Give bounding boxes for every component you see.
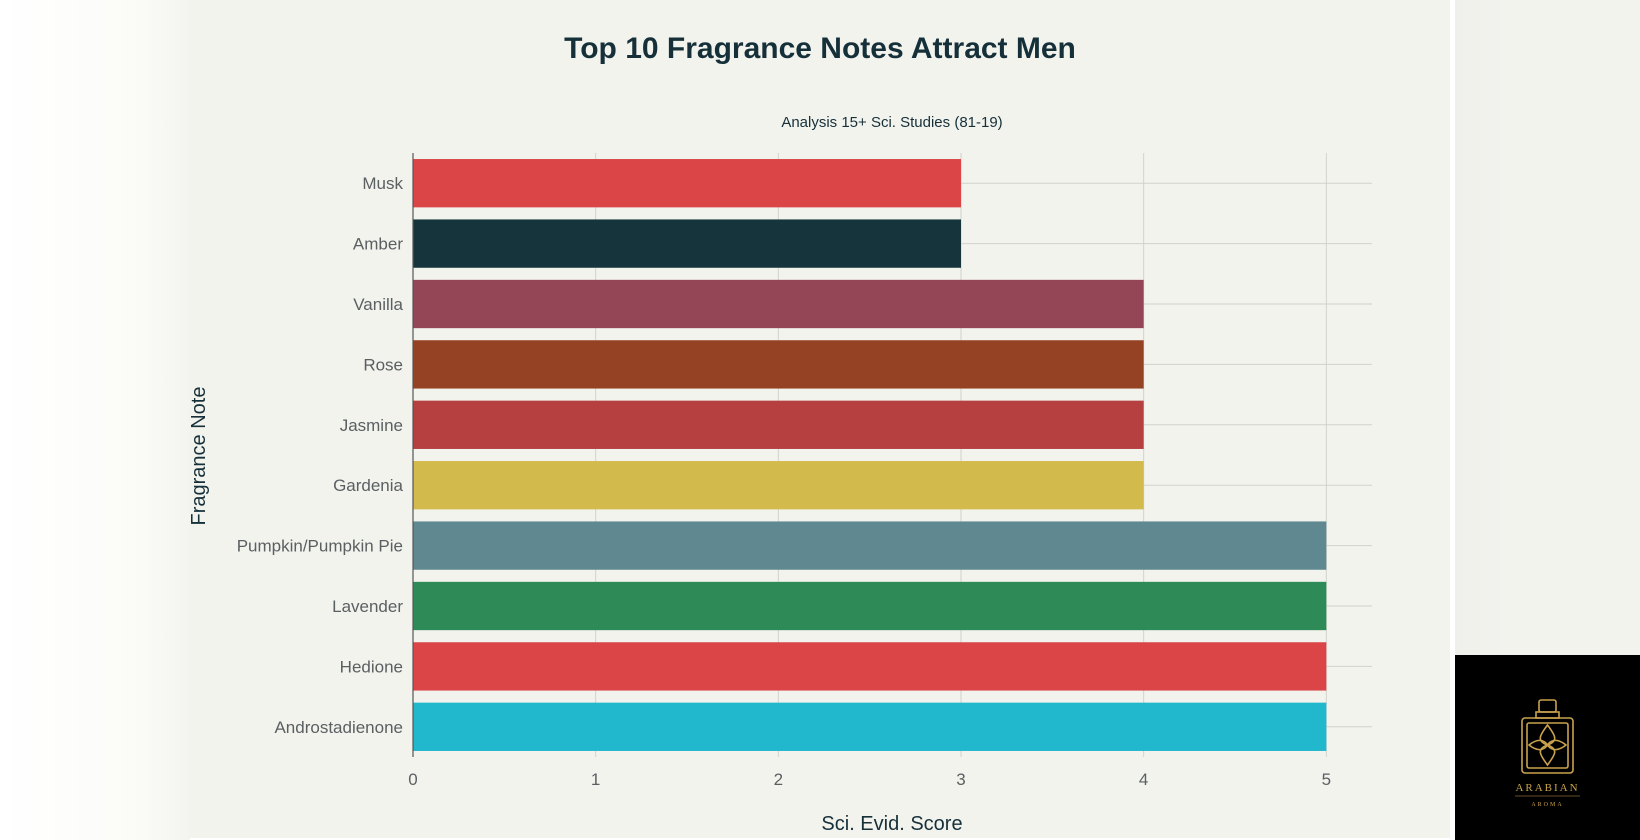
category-label: Hedione — [340, 657, 403, 676]
category-label: Lavender — [332, 597, 403, 616]
side-area — [1455, 0, 1640, 655]
category-label: Pumpkin/Pumpkin Pie — [237, 537, 403, 556]
category-label: Musk — [362, 174, 403, 193]
bar — [413, 461, 1144, 510]
x-tick-label: 5 — [1322, 770, 1331, 789]
perfume-bottle-icon: ARABIAN AROMA — [1515, 699, 1580, 808]
bar — [413, 702, 1327, 751]
x-tick-label: 1 — [591, 770, 600, 789]
category-label: Amber — [353, 235, 403, 254]
bottom-edge — [190, 838, 1455, 840]
logo-brand-text: ARABIAN — [1515, 782, 1579, 794]
logo-tagline-text: AROMA — [1531, 802, 1563, 808]
chart-subtitle: Analysis 15+ Sci. Studies (81-19) — [781, 114, 1002, 131]
category-label: Gardenia — [333, 476, 403, 495]
left-margin — [0, 0, 190, 840]
brand-logo: ARABIAN AROMA — [1455, 655, 1640, 840]
category-label: Rose — [363, 355, 403, 374]
category-label: Androstadienone — [274, 718, 403, 737]
bar — [413, 279, 1144, 329]
bar — [413, 159, 961, 208]
category-label: Jasmine — [340, 416, 403, 435]
x-tick-label: 4 — [1139, 770, 1148, 789]
bar — [413, 581, 1327, 631]
category-label: Vanilla — [353, 295, 403, 314]
x-tick-labels: 0 1 2 3 4 5 — [408, 770, 1331, 789]
x-tick-label: 0 — [408, 770, 417, 789]
category-labels: Musk Amber Vanilla Rose Jasmine Gardenia Pumpk… — [237, 174, 404, 737]
bar — [413, 340, 1144, 389]
bar — [413, 521, 1327, 570]
bar — [413, 642, 1327, 691]
x-tick-label: 2 — [774, 770, 783, 789]
bar — [413, 219, 961, 268]
x-axis-label: Sci. Evid. Score — [821, 813, 962, 835]
x-tick-label: 3 — [956, 770, 965, 789]
chart-title: Top 10 Fragrance Notes Attract Men — [564, 32, 1076, 65]
bar — [413, 400, 1144, 449]
y-axis-label: Fragrance Note — [188, 387, 210, 526]
bars — [413, 159, 1327, 751]
